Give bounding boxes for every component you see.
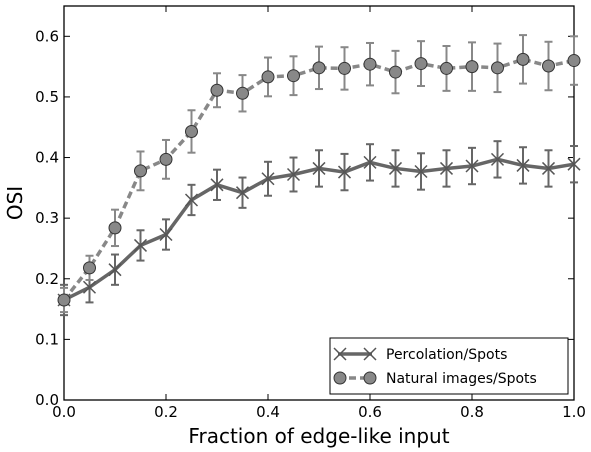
plot-frame: [63, 5, 575, 401]
y-tick-label: 0.6: [35, 27, 59, 45]
data-point-circle: [465, 60, 479, 74]
data-point-x-b: [337, 165, 352, 179]
x-tick-label: 0.0: [52, 403, 76, 421]
legend-marker-x-b: [363, 347, 377, 361]
data-point-circle: [516, 52, 530, 66]
data-point-circle: [440, 61, 453, 75]
series-line: [62, 57, 575, 302]
y-axis-label: OSI: [3, 186, 27, 220]
data-point-x-b: [133, 238, 148, 252]
data-point-x-b: [210, 178, 224, 192]
data-point-x-b: [541, 161, 556, 175]
legend-entry-percolation: Percolation/Spots: [333, 347, 507, 363]
x-axis-label: Fraction of edge-like input: [188, 424, 449, 448]
series-layer: [57, 34, 581, 317]
data-point-x-b: [235, 186, 250, 200]
data-point-x-b: [108, 263, 122, 277]
data-point-x-b: [388, 161, 403, 175]
data-point-circle: [363, 57, 377, 71]
legend-label-percolation: Percolation/Spots: [386, 347, 507, 363]
x-tick-label: 0.8: [460, 403, 484, 421]
y-tick-label: 0.4: [35, 149, 59, 167]
data-point-circle: [261, 70, 275, 84]
data-point-circle: [185, 124, 198, 138]
x-tick-label: 0.4: [256, 403, 280, 421]
legend-entry-natural-images: Natural images/Spots: [333, 371, 537, 387]
data-point-x-b: [82, 280, 97, 294]
data-point-x-b: [567, 157, 581, 171]
data-point-circle: [338, 61, 351, 75]
series-0: [57, 140, 581, 317]
data-point-circle: [414, 57, 428, 71]
data-point-circle: [108, 221, 122, 235]
y-tick-label: 0.1: [35, 330, 59, 348]
data-point-x-b: [439, 161, 454, 175]
y-tick-label: 0.0: [35, 391, 59, 409]
x-tick-label: 0.2: [154, 403, 178, 421]
data-point-x-b: [490, 152, 505, 166]
y-tick-label: 0.5: [35, 88, 59, 106]
legend-marker-circle: [333, 371, 347, 385]
data-point-circle: [491, 61, 504, 75]
data-point-x-b: [159, 227, 173, 242]
data-point-circle: [236, 86, 249, 100]
legend: Percolation/Spots Natural images/Spots: [329, 337, 569, 395]
data-point-circle: [57, 293, 71, 307]
data-point-circle: [312, 61, 326, 75]
legend-box: [329, 337, 569, 395]
legend-label-natural-images: Natural images/Spots: [386, 371, 537, 387]
data-point-circle: [389, 65, 402, 79]
data-point-x-b: [184, 193, 199, 207]
data-point-circle: [83, 261, 96, 275]
data-point-x-b: [312, 161, 326, 175]
x-tick-label: 1.0: [562, 403, 586, 421]
x-tick-label: 0.6: [358, 403, 382, 421]
data-point-circle: [134, 164, 147, 178]
data-point-x-b: [286, 167, 301, 182]
legend-marker-circle: [363, 371, 377, 385]
y-tick-label: 0.3: [35, 209, 59, 227]
data-point-x-b: [414, 164, 428, 179]
data-point-circle: [159, 152, 173, 166]
y-tick-label: 0.2: [35, 270, 59, 288]
series-1: [57, 34, 581, 314]
data-point-circle: [210, 83, 224, 97]
axis-ticks: 0.0 0.2 0.4 0.6 0.8 1.0 0.0 0.1 0.2 0.3 0.4 0.5 0.6: [35, 6, 586, 421]
data-point-circle: [542, 59, 555, 73]
data-point-circle: [567, 54, 581, 68]
data-point-x-b: [363, 155, 377, 169]
data-point-x-b: [465, 159, 479, 173]
data-point-circle: [287, 69, 300, 83]
legend-marker-x-b: [333, 347, 347, 361]
data-point-x-b: [261, 172, 275, 186]
data-point-x-b: [516, 158, 530, 172]
